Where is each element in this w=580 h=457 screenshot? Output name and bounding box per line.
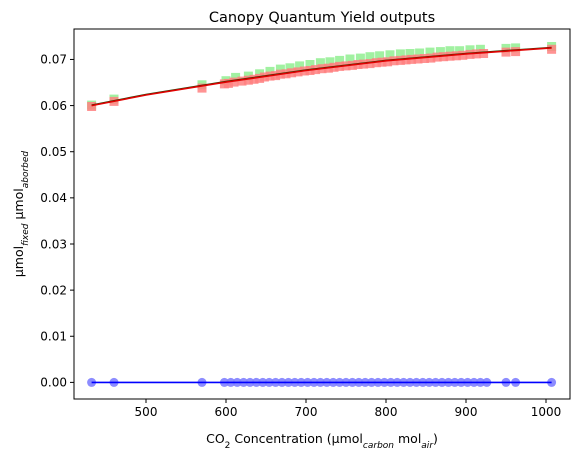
series-1-point: [407, 54, 417, 64]
series-0-point: [231, 72, 241, 82]
y-tick-label: 0.04: [40, 191, 67, 205]
axis-label-part: Concentration (µmol: [230, 431, 363, 446]
series-1-point: [249, 74, 259, 84]
x-tick-label: 700: [295, 405, 318, 419]
axis-label-part: CO: [206, 431, 225, 446]
axis-label-part: µmol: [11, 188, 26, 223]
y-tick-label: 0.03: [40, 237, 67, 251]
series-0-point: [345, 54, 355, 64]
series-0-point: [305, 60, 315, 69]
series-1-point: [255, 73, 265, 83]
x-tick-label: 800: [375, 405, 398, 419]
series-0-point: [465, 45, 475, 55]
series-1-point: [197, 83, 207, 93]
series-1-point: [395, 55, 405, 65]
series-1-point: [458, 50, 468, 60]
y-tick-label: 0.02: [40, 283, 67, 297]
series-1-point: [383, 57, 393, 67]
series-1-point: [413, 54, 423, 64]
y-tick-label: 0.07: [40, 53, 67, 67]
series-0-point: [285, 63, 295, 73]
series-0-point: [425, 47, 435, 57]
series-1-point: [401, 55, 411, 65]
y-tick-label: 0.00: [40, 376, 67, 390]
series-0-point: [295, 61, 305, 71]
x-axis-label: CO2 Concentration (µmolcarbon molair): [206, 431, 438, 451]
series-1-point: [445, 51, 455, 61]
y-axis: 0.00 0.01 0.02 0.03 0.04 0.05 0.06 0.07: [40, 53, 74, 390]
series-1: [87, 44, 557, 111]
x-tick-label: 600: [215, 405, 238, 419]
axis-label-part: µmol: [11, 246, 26, 277]
series-0-point: [375, 51, 385, 61]
axis-label-part: carbon: [363, 441, 394, 451]
plot-area-frame: [73, 28, 571, 400]
axis-label-part: mol: [394, 431, 421, 446]
y-axis-label: µmolfixed µmolaborbed: [11, 151, 31, 278]
series-0-point: [315, 58, 325, 68]
series-0-point: [455, 46, 465, 56]
axis-label-part: 2: [225, 441, 231, 451]
series-0-point: [395, 49, 405, 59]
series-1-point: [419, 54, 429, 63]
series-3-line: [91, 47, 552, 107]
series-1-point: [426, 53, 436, 63]
series-0-point: [435, 47, 445, 57]
axis-label-part: fixed: [21, 223, 31, 246]
axis-label-part: ): [433, 431, 438, 446]
series-0-point: [405, 49, 415, 58]
series-0-point: [415, 48, 425, 58]
series-1-point: [237, 76, 247, 86]
series-0-point: [355, 53, 365, 63]
series-0-point: [265, 66, 275, 76]
series-0-point: [385, 50, 395, 60]
series-1-point: [377, 57, 387, 67]
series-0-point: [275, 64, 285, 74]
series-0-point: [365, 52, 375, 62]
series-1-point: [501, 47, 511, 57]
series-3: [91, 47, 552, 107]
plot-marks: [87, 42, 557, 387]
x-axis: 500 600 700 800 900 1000: [135, 399, 562, 419]
y-tick-label: 0.01: [40, 330, 67, 344]
series-1-point: [439, 52, 449, 62]
y-tick-label: 0.06: [40, 99, 67, 113]
series-0-point: [325, 57, 335, 67]
series-0-point: [445, 46, 455, 56]
x-tick-label: 500: [135, 405, 158, 419]
series-1-point: [243, 75, 253, 85]
axis-label-part: air: [421, 441, 434, 451]
series-1-point: [87, 102, 97, 111]
series-1-point: [229, 77, 239, 87]
series-1-point: [511, 47, 521, 57]
series-1-point: [451, 51, 461, 61]
series-1-point: [547, 44, 557, 54]
y-tick-label: 0.05: [40, 145, 67, 159]
x-tick-label: 1000: [531, 405, 562, 419]
axis-label-part: aborbed: [21, 151, 31, 189]
x-tick-label: 900: [455, 405, 478, 419]
series-0-point: [255, 69, 265, 79]
series-1-point: [479, 49, 489, 58]
series-1-point: [223, 78, 233, 88]
series-0-point: [335, 55, 345, 65]
chart-title: Canopy Quantum Yield outputs: [209, 10, 435, 26]
series-1-point: [365, 59, 375, 69]
